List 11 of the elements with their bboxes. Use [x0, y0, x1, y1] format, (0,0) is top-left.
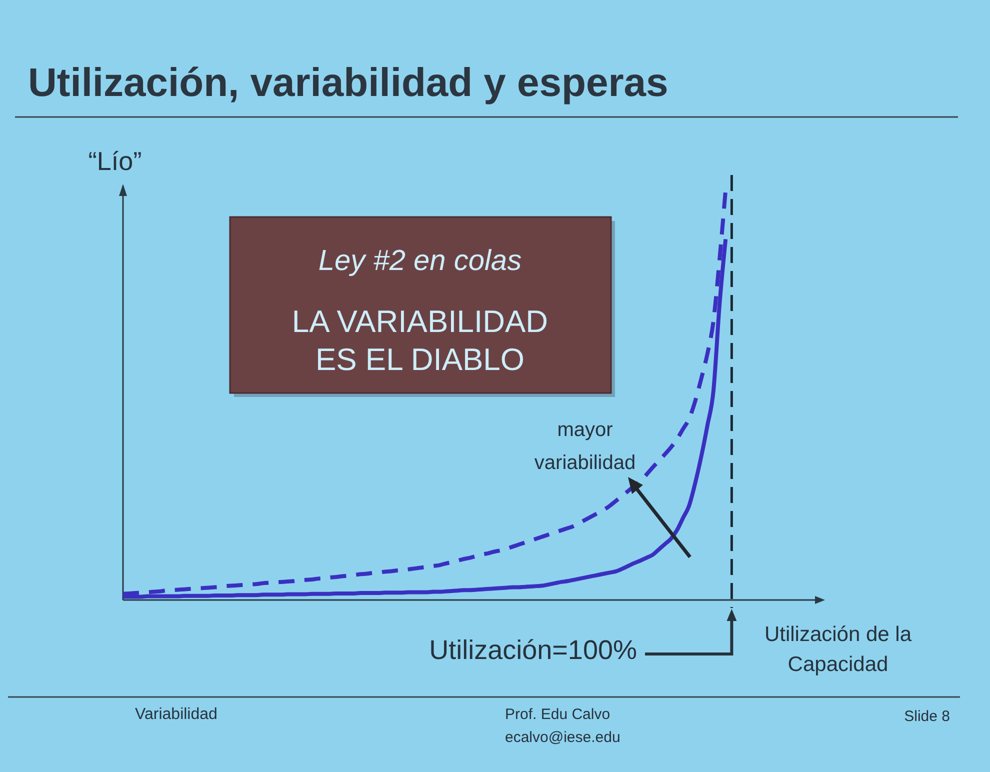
text: Prof. Edu Calvo [505, 706, 610, 723]
y-axis-title: “Lío” [88, 146, 142, 176]
text: Utilización=100% [429, 635, 637, 665]
annotation: LA VARIABILIDAD ES EL DIABLO [292, 304, 548, 377]
annotation: mayor variabilidad [534, 419, 636, 474]
x-axis-title: Utilización de la Capacidad [764, 623, 912, 676]
text: Variabilidad [135, 706, 218, 723]
annotation: Ley #2 en colas [318, 245, 522, 277]
chart-title: Utilización, variabilidad y esperas [28, 61, 668, 105]
text: Slide 8 [904, 708, 950, 725]
text: ecalvo@iese.edu [505, 729, 620, 746]
